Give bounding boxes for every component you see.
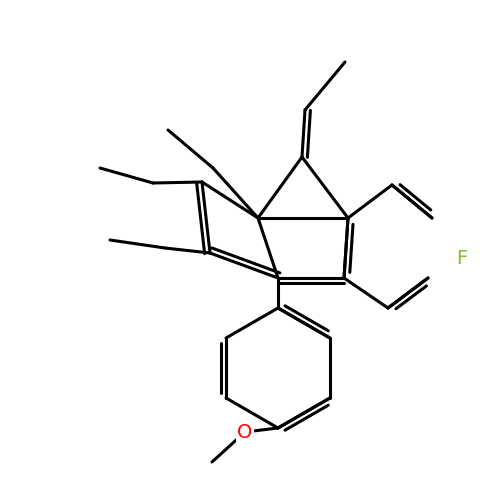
Text: O: O [238, 422, 252, 442]
Text: F: F [456, 248, 468, 268]
